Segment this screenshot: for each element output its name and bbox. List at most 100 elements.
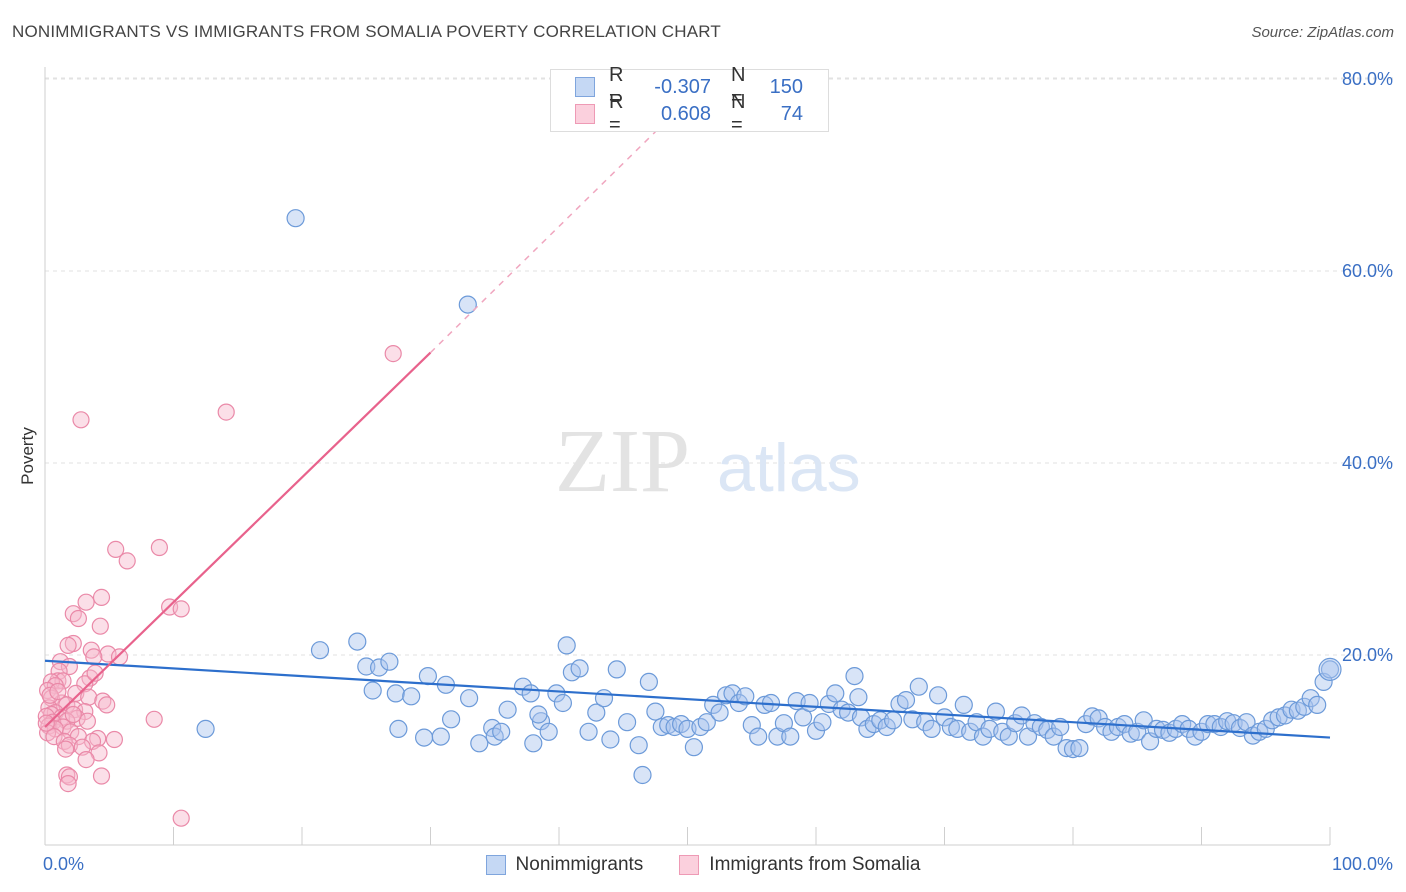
nonimmigrant-point <box>389 719 408 739</box>
nonimmigrant-point <box>684 738 704 757</box>
somalia-point <box>80 688 98 706</box>
tick-labels: 20.0% 40.0% 60.0% 80.0% 0.0% 100.0% <box>43 69 1393 874</box>
r-value: -0.307 <box>654 75 711 98</box>
somalia-point <box>37 714 55 732</box>
nonimmigrant-point <box>1320 660 1340 679</box>
y-tick-label: 60.0% <box>1342 261 1393 281</box>
somalia-point <box>49 682 67 701</box>
nonimmigrant-point <box>431 727 450 746</box>
r-value: 0.608 <box>660 102 711 125</box>
nonimmigrant-point <box>418 666 437 686</box>
somalia-point <box>82 641 100 659</box>
somalia-point <box>217 403 235 421</box>
nonimmigrant-point <box>553 693 573 713</box>
nonimmigrant-point <box>941 717 961 737</box>
nonimmigrant-point <box>1063 739 1083 759</box>
somalia-point <box>98 696 116 714</box>
trend-extension-somalia <box>429 131 656 354</box>
x-tick-label-max: 100.0% <box>1332 854 1393 874</box>
nonimmigrant-point <box>415 728 434 747</box>
nonimmigrant-point <box>659 715 678 735</box>
somalia-point <box>172 600 190 618</box>
somalia-point <box>41 686 59 704</box>
nonimmigrant-point <box>639 672 659 692</box>
nonimmigrant-point <box>513 677 533 696</box>
nonimmigrant-point <box>633 765 652 785</box>
n-value: 74 <box>780 102 803 125</box>
nonimmigrant-point <box>557 636 576 655</box>
nonimmigrant-point <box>348 632 367 651</box>
nonimmigrant-point <box>607 660 626 679</box>
nonimmigrant-point <box>909 677 928 696</box>
somalia-point <box>77 750 95 769</box>
nonimmigrant-point <box>521 684 540 703</box>
nonimmigrant-point <box>800 693 819 713</box>
nonimmigrant-point <box>617 713 637 732</box>
nonimmigrant-point <box>986 702 1006 721</box>
nonimmigrant-point <box>1301 689 1320 708</box>
somalia-point <box>92 588 111 607</box>
y-tick-label: 40.0% <box>1342 453 1393 473</box>
nonimmigrant-point <box>883 711 903 730</box>
y-tick-label: 20.0% <box>1342 645 1393 665</box>
legend-label-somalia: Immigrants from Somalia <box>709 854 921 875</box>
axes <box>44 67 1331 846</box>
nonimmigrant-point <box>781 727 800 746</box>
nonimmigrant-point <box>594 689 614 708</box>
nonimmigrant-point <box>442 710 461 729</box>
trend-lines <box>44 131 1331 739</box>
nonimmigrant-point <box>826 684 845 703</box>
somalia-point <box>89 729 107 748</box>
trend-line-nonimmigrants <box>44 659 1331 739</box>
somalia-point <box>60 768 79 786</box>
x-tick-label-min: 0.0% <box>43 854 84 874</box>
nonimmigrant-point <box>458 295 477 314</box>
nonimmigrant-point <box>954 695 973 715</box>
legend-item-nonimmigrants[interactable]: Nonimmigrants <box>485 850 643 880</box>
nonimmigrant-point <box>539 722 558 741</box>
somalia-point <box>105 730 124 749</box>
nonimmigrant-point <box>845 666 864 686</box>
nonimmigrant-point <box>871 711 890 730</box>
somalia-point <box>45 727 63 746</box>
somalia-point <box>72 411 90 429</box>
nonimmigrant-point <box>1083 707 1102 726</box>
nonimmigrant-point <box>1134 711 1153 730</box>
stats-swatch-nonimmigrants <box>575 77 595 97</box>
nonimmigrant-point <box>601 730 620 749</box>
series-somalia-points <box>37 345 402 827</box>
n-label: N = <box>731 91 746 136</box>
nonimmigrant-point-large <box>1318 657 1342 682</box>
somalia-point <box>91 617 109 635</box>
nonimmigrant-point <box>570 659 589 678</box>
somalia-point <box>145 710 163 728</box>
nonimmigrant-point <box>498 700 517 719</box>
nonimmigrant-point <box>697 713 716 732</box>
nonimmigrant-point <box>470 734 489 753</box>
nonimmigrant-point <box>524 734 543 753</box>
legend-item-somalia[interactable]: Immigrants from Somalia <box>679 850 920 880</box>
y-tick-label: 80.0% <box>1342 69 1393 89</box>
somalia-point <box>77 593 95 611</box>
series-legend: Nonimmigrants Immigrants from Somalia <box>0 850 1406 880</box>
nonimmigrant-point <box>922 719 941 739</box>
somalia-point <box>110 648 129 666</box>
r-label: R = <box>609 91 624 136</box>
chart-title: NONIMMIGRANTS VS IMMIGRANTS FROM SOMALIA… <box>12 22 722 41</box>
nonimmigrant-point <box>1070 738 1089 758</box>
nonimmigrant-point <box>652 717 671 737</box>
somalia-point <box>58 766 76 784</box>
gridlines <box>45 77 1395 656</box>
nonimmigrant-point <box>579 722 598 741</box>
nonimmigrant-point <box>196 719 215 739</box>
somalia-point <box>172 809 190 827</box>
nonimmigrant-point <box>928 686 948 705</box>
nonimmigrant-point <box>849 688 868 707</box>
nonimmigrant-point <box>357 657 376 676</box>
n-label: N = <box>731 64 746 109</box>
somalia-point <box>384 345 402 363</box>
nonimmigrant-point <box>286 209 305 228</box>
nonimmigrant-point <box>935 708 954 727</box>
somalia-point <box>92 767 111 785</box>
nonimmigrant-point <box>1128 722 1147 741</box>
